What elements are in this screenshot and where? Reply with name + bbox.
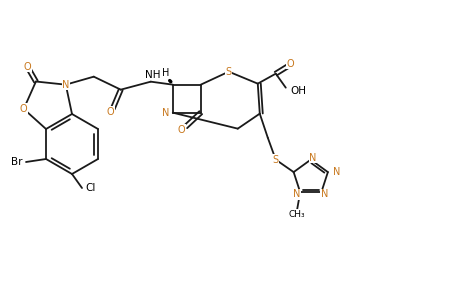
Text: O: O	[107, 107, 114, 117]
Text: Cl: Cl	[85, 183, 95, 193]
Text: H: H	[162, 68, 169, 78]
Text: O: O	[178, 125, 185, 135]
Text: O: O	[287, 59, 294, 69]
Text: O: O	[24, 62, 31, 72]
Text: CH₃: CH₃	[288, 210, 305, 219]
Text: N: N	[62, 80, 69, 90]
Text: O: O	[20, 104, 28, 114]
Text: S: S	[272, 155, 278, 165]
Text: OH: OH	[290, 86, 306, 96]
Text: N: N	[162, 108, 169, 118]
Text: Br: Br	[10, 157, 22, 167]
Text: N: N	[332, 167, 339, 177]
Text: S: S	[225, 67, 231, 77]
Text: N: N	[293, 189, 300, 199]
Text: N: N	[320, 189, 327, 199]
Text: N: N	[308, 153, 316, 163]
Text: NH: NH	[145, 70, 160, 80]
